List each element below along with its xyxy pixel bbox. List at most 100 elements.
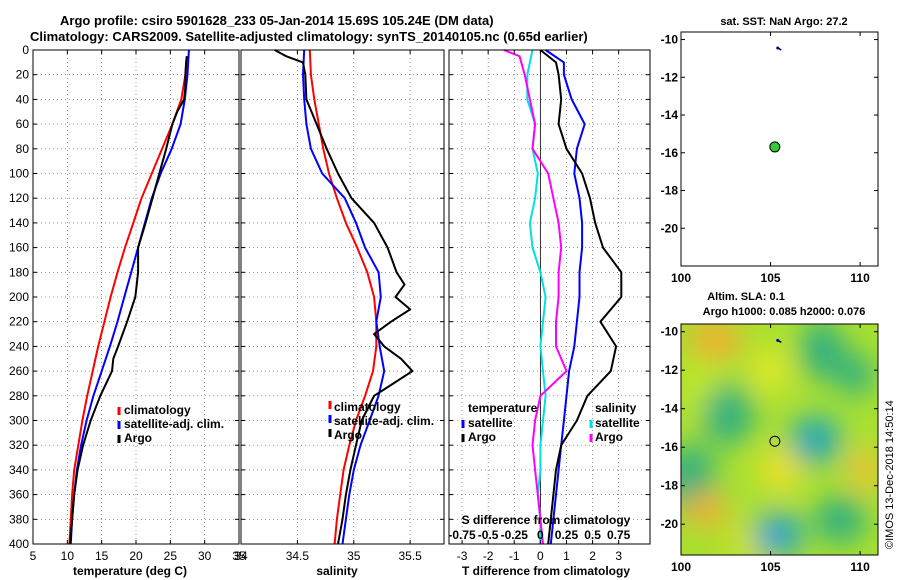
t-difference-xlabel: T difference from climatology <box>462 564 630 578</box>
sla-blob-lowest <box>754 513 802 555</box>
salinity-legend: climatology satellite-adj. clim. Argo <box>328 400 434 442</box>
series-line-t-argo <box>539 49 623 545</box>
y-tick-label: -14 <box>661 402 679 416</box>
x-tick-label: 20 <box>129 549 143 563</box>
s-difference-xlabel: S difference from climatology <box>462 513 631 527</box>
y-tick-label: 280 <box>9 389 29 403</box>
sst-map-panel: sat. SST: NaN Argo: 27.2 100 105 110 -10 -12… <box>661 16 879 285</box>
y-tick-label: -12 <box>661 70 679 84</box>
sla-blob-low <box>702 385 754 445</box>
x2-tick-label: 0.5 <box>584 528 601 542</box>
y-tick-label: -16 <box>661 146 679 160</box>
x2-tick-label: -0.75 <box>448 528 476 542</box>
x2-tick-label: 0.25 <box>555 528 579 542</box>
legend-satellite: satellite-adj. clim. <box>334 414 434 428</box>
credit-text: ©IMOS 13-Dec-2018 14:50:14 <box>884 400 896 549</box>
y-tick-label: -14 <box>661 108 679 122</box>
y-tick-label: 100 <box>9 167 29 181</box>
y-tick-label: 240 <box>9 339 29 353</box>
y-tick-label: -18 <box>661 184 679 198</box>
sla-blob-high <box>683 492 727 528</box>
difference-legend-salinity: salinity satellite Argo <box>589 401 640 444</box>
sla-map-frame <box>680 323 879 556</box>
y-tick-label: 200 <box>9 290 29 304</box>
sla-blob-mid <box>760 448 800 492</box>
x2-tick-label: -0.25 <box>501 528 529 542</box>
y-tick-label: 120 <box>9 191 29 205</box>
temperature-panel: 0 20 40 60 80 100 120 140 160 180 200 220 240 260 280 3… <box>9 43 246 578</box>
series-line-climatology <box>68 56 188 545</box>
series-line-t-satellite <box>545 49 586 545</box>
sla-blob-low <box>800 324 844 380</box>
x-tick-label: -2 <box>483 549 494 563</box>
y-tick-label: 140 <box>9 216 29 230</box>
y-tick-label: 60 <box>16 117 30 131</box>
x2-tick-label: 0 <box>537 528 544 542</box>
y-tick-label: 400 <box>9 537 29 551</box>
difference-legend-temperature: temperature satellite Argo <box>461 401 538 444</box>
x-tick-label: 35.5 <box>398 549 422 563</box>
sla-blob-mid <box>750 346 790 394</box>
sla-heatmap <box>681 324 878 555</box>
x2-tick-label: 0.75 <box>607 528 631 542</box>
sla-blob-high <box>687 324 743 360</box>
series-line-satellite-adj-clim <box>302 49 386 545</box>
y-tick-label: 180 <box>9 265 29 279</box>
salinity-xlabel: salinity <box>316 564 358 578</box>
y-tick-label: 80 <box>16 142 30 156</box>
y-tick-label: 40 <box>16 92 30 106</box>
series-line-argo <box>69 56 188 545</box>
sla-blob-high <box>849 448 878 492</box>
x-tick-label: 105 <box>761 560 781 574</box>
x2-tick-label: -0.5 <box>478 528 499 542</box>
x-tick-label: 2 <box>589 549 596 563</box>
x-tick-label: 110 <box>850 560 870 574</box>
y-tick-label: 260 <box>9 364 29 378</box>
x-tick-label: 0 <box>537 549 544 563</box>
y-tick-label: 360 <box>9 488 29 502</box>
y-tick-label: 160 <box>9 241 29 255</box>
y-tick-label: 380 <box>9 512 29 526</box>
x-tick-label: 15 <box>95 549 109 563</box>
x-tick-label: 110 <box>850 271 870 285</box>
difference-panel: -3 -2 -1 0 1 2 3 -0.75 -0.5 -0.25 0 0.25 0.5 0.75 T d… <box>448 49 651 578</box>
x-tick-label: 34 <box>234 549 248 563</box>
difference-frame <box>448 49 651 545</box>
figure-title-line1: Argo profile: csiro 5901628_233 05-Jan-2… <box>60 13 494 28</box>
x-tick-label: 30 <box>198 549 212 563</box>
salinity-plot-area <box>241 50 444 544</box>
x-tick-label: 100 <box>671 560 691 574</box>
legend-temperature-heading: temperature <box>468 401 538 415</box>
legend-s-argo: Argo <box>595 430 623 444</box>
y-tick-label: 320 <box>9 438 29 452</box>
y-tick-label: -10 <box>661 33 679 47</box>
temperature-legend: climatology satellite-adj. clim. Argo <box>117 403 224 445</box>
x-tick-label: 100 <box>671 271 691 285</box>
x-tick-label: 1 <box>563 549 570 563</box>
x-tick-label: 5 <box>30 549 37 563</box>
float-track-point <box>776 46 780 50</box>
legend-salinity-heading: salinity <box>595 401 637 415</box>
sla-map-panel: Altim. SLA: 0.1 Argo h1000: 0.085 h2000:… <box>661 291 879 574</box>
series-line-argo <box>274 49 414 545</box>
y-tick-label: 20 <box>16 68 30 82</box>
x-tick-label: 35 <box>232 549 246 563</box>
y-tick-label: -18 <box>661 479 679 493</box>
x-tick-label: 105 <box>761 271 781 285</box>
x-tick-label: -1 <box>509 549 520 563</box>
x-tick-label: -3 <box>457 549 468 563</box>
salinity-frame <box>240 49 445 545</box>
y-tick-label: -20 <box>661 517 679 531</box>
float-track-point <box>776 338 780 342</box>
y-tick-label: -20 <box>661 221 679 235</box>
y-tick-label: 0 <box>22 43 29 57</box>
temperature-frame <box>32 49 240 545</box>
y-tick-label: -12 <box>661 363 679 377</box>
temperature-xlabel: temperature (deg C) <box>73 564 187 578</box>
sla-map-subtitle: Argo h1000: 0.085 h2000: 0.076 <box>703 306 866 318</box>
x-tick-label: 34.5 <box>286 549 310 563</box>
legend-climatology: climatology <box>124 403 191 417</box>
legend-s-satellite: satellite <box>595 416 640 430</box>
y-tick-label: 340 <box>9 463 29 477</box>
